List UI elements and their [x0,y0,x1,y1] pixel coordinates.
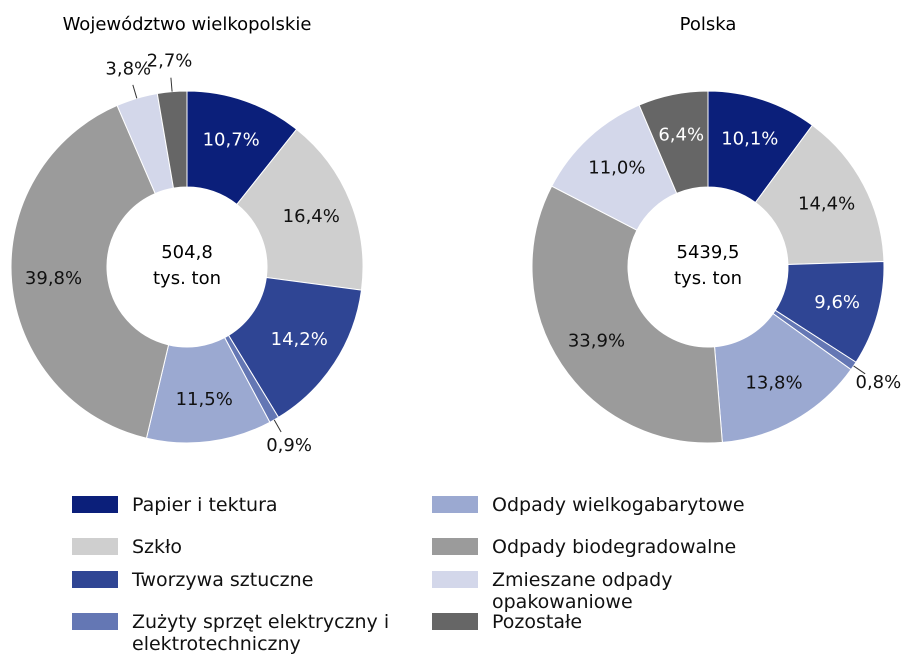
value-label: 14,2% [271,329,328,350]
legend-item: Zużyty sprzęt elektryczny i elektrotechn… [72,611,402,655]
value-label: 3,8% [105,59,151,80]
legend-item: Odpady biodegradowalne [432,536,762,558]
legend-item: Pozostałe [432,611,762,633]
value-label: 0,9% [266,435,312,456]
value-label: 9,6% [814,292,860,313]
center-total: 504,8 [161,242,213,263]
donut-slice [754,124,885,266]
legend-swatch [432,538,478,555]
legend-label: Zmieszane odpady opakowaniowe [492,569,673,613]
legend-item: Zmieszane odpady opakowaniowe [432,569,762,613]
donut-slice [227,276,363,419]
legend-swatch [72,613,118,630]
donut-slice [531,185,723,444]
value-label: 14,4% [798,194,855,215]
value-label: 16,4% [283,206,340,227]
value-label: 33,9% [568,330,625,351]
center-total: 5439,5 [677,242,740,263]
legend-label: Tworzywa sztuczne [132,569,314,591]
legend-label: Odpady biodegradowalne [492,536,737,558]
legend-item: Tworzywa sztuczne [72,569,402,591]
value-label: 11,5% [176,389,233,410]
legend-swatch [432,613,478,630]
legend-swatch [432,571,478,588]
value-label: 10,7% [203,129,260,150]
chart-title: Województwo wielkopolskie [63,14,312,35]
legend-item: Szkło [72,536,402,558]
legend-label: Papier i tektura [132,494,278,516]
center-unit: tys. ton [153,268,221,289]
legend-label: Zużyty sprzęt elektryczny i elektrotechn… [132,611,390,655]
legend-swatch [432,496,478,513]
legend-label: Odpady wielkogabarytowe [492,494,745,516]
leader-line [132,84,138,99]
value-label: 6,4% [658,125,704,146]
leader-line [853,365,866,375]
legend-label: Pozostałe [492,611,583,633]
value-label: 39,8% [25,268,82,289]
donut-slice [638,90,709,195]
legend-swatch [72,538,118,555]
legend-label: Szkło [132,536,183,558]
donut-slice [236,128,364,291]
value-label: 0,8% [856,372,902,393]
chart-title: Polska [680,14,737,35]
legend-swatch [72,571,118,588]
donut-slice [156,90,188,189]
value-label: 10,1% [721,129,778,150]
legend-item: Odpady wielkogabarytowe [432,494,762,516]
leader-line [170,77,173,92]
legend-swatch [72,496,118,513]
donut-slice [10,104,170,439]
center-unit: tys. ton [674,268,742,289]
value-label: 11,0% [588,158,645,179]
charts: Województwo wielkopolskie 10,7% 16,4% 14,2%… [10,14,902,456]
value-label: 2,7% [147,51,193,72]
value-label: 13,8% [745,373,802,394]
legend-item: Papier i tektura [72,494,402,516]
leader-line [273,419,282,433]
